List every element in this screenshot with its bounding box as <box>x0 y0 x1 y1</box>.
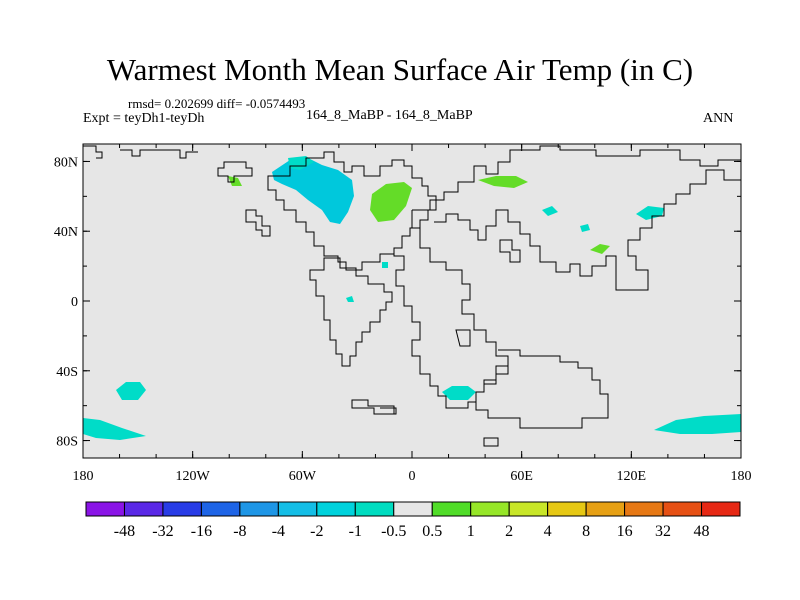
x-tick-label: 0 <box>409 469 416 484</box>
period-label: ANN <box>703 111 734 126</box>
x-tick-label: 180 <box>73 469 94 484</box>
stats-text: rmsd= 0.202699 diff= -0.0574493 <box>128 96 306 111</box>
colorbar-box <box>585 501 626 517</box>
colorbar-box <box>662 501 703 517</box>
x-tick-label: 120E <box>617 469 647 484</box>
anomaly-patch-atlantic <box>382 262 388 268</box>
anomaly-patch-antarctic-west <box>83 418 146 440</box>
colorbar-box <box>508 501 549 517</box>
coastline-australia <box>475 349 609 429</box>
y-tick-label: 0 <box>71 295 78 310</box>
coastline-north-america-west <box>245 209 271 237</box>
colorbar-box <box>624 501 664 517</box>
case-label: 164_8_MaBP - 164_8_MaBP <box>306 108 473 123</box>
colorbar-box <box>470 501 510 517</box>
colorbar-label: -16 <box>191 523 212 540</box>
colorbar-label: 1 <box>467 523 475 540</box>
anomaly-patch-northamerica <box>272 158 354 224</box>
coastline-antarctic-island <box>483 437 499 447</box>
colorbar-box <box>547 501 587 517</box>
anomaly-patch-siberia <box>478 176 528 188</box>
colorbar-box <box>123 501 164 517</box>
anomaly-patch-asia-3 <box>580 224 590 232</box>
coastline-middle-east <box>499 239 521 263</box>
colorbar-label: 4 <box>544 523 552 540</box>
colorbar-box <box>316 501 356 517</box>
colorbar-box <box>393 501 433 517</box>
anomaly-patch-antarctic-east <box>654 414 741 434</box>
colorbar-box <box>354 501 395 517</box>
colorbar-box <box>85 501 125 517</box>
coastline-madagascar <box>455 329 471 347</box>
coastline-eurasia-north <box>412 145 741 211</box>
coastline-south-america <box>309 257 393 367</box>
colorbar-label: 16 <box>617 523 633 540</box>
anomaly-patch-southpacific <box>116 382 146 400</box>
axis-ticks: 180 120W 60W 0 60E 120E 180 80N 40N 0 40S 80S <box>54 144 752 484</box>
colorbar-label: -4 <box>272 523 285 540</box>
x-tick-label: 120W <box>176 469 211 484</box>
anomaly-patch-alaska <box>228 176 242 186</box>
coastline-alaska-island <box>217 161 253 183</box>
coastlines <box>83 145 741 447</box>
colorbar-label: -32 <box>152 523 173 540</box>
colorbar-label: 32 <box>655 523 671 540</box>
colorbar-label: 0.5 <box>422 523 442 540</box>
colorbar-box <box>277 501 318 517</box>
colorbar-label: -2 <box>310 523 323 540</box>
coastline-small-island <box>380 407 397 415</box>
coastline-arctic-islands <box>120 149 198 159</box>
colorbar-box <box>431 501 472 517</box>
x-tick-label: 60E <box>510 469 533 484</box>
colorbar-box <box>200 501 241 517</box>
anomaly-patch-southatlantic <box>442 386 476 400</box>
coastline-asia-south <box>434 169 741 291</box>
colorbar-label: 48 <box>694 523 710 540</box>
y-tick-label: 40N <box>54 225 78 240</box>
map-background <box>83 144 741 458</box>
colorbar: -48 -32 -16 -8 -4 -2 -1 -0.5 0.5 1 2 4 8 16 32 48 <box>85 501 741 540</box>
anomaly-patch-asia-south <box>590 244 610 254</box>
experiment-label: Expt = teyDh1-teyDh <box>83 111 205 126</box>
colorbar-label: -0.5 <box>381 523 406 540</box>
colorbar-box <box>239 501 279 517</box>
coastline-arctic-west <box>83 145 103 159</box>
anomaly-patch-greenland <box>370 182 412 222</box>
colorbar-label: -1 <box>349 523 362 540</box>
anomaly-patch-asia-1 <box>542 206 558 216</box>
coastline-north-america <box>267 151 437 271</box>
colorbar-label: -8 <box>233 523 246 540</box>
y-tick-label: 40S <box>56 365 78 380</box>
colorbar-box <box>701 501 741 517</box>
anomaly-patch-tropics <box>346 296 354 302</box>
colorbar-label: 2 <box>505 523 513 540</box>
chart-title: Warmest Month Mean Surface Air Temp (in … <box>106 52 694 87</box>
colorbar-label: -48 <box>114 523 135 540</box>
y-tick-label: 80N <box>54 155 78 170</box>
anomaly-patches <box>83 156 741 440</box>
colorbar-box <box>162 501 202 517</box>
x-tick-label: 60W <box>289 469 317 484</box>
x-tick-label: 180 <box>731 469 752 484</box>
colorbar-label: 8 <box>582 523 590 540</box>
y-tick-label: 80S <box>56 435 78 450</box>
